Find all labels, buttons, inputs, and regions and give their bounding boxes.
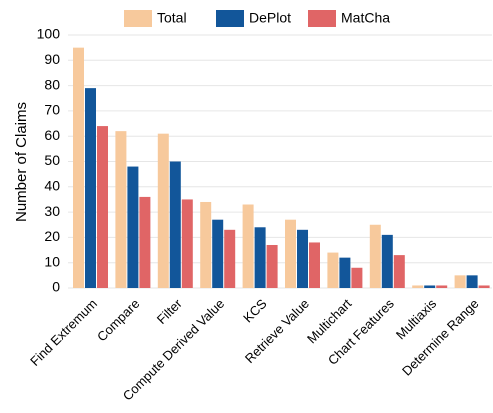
x-tick-label: Find Extremum (27, 296, 100, 369)
bar (85, 88, 96, 288)
bar (139, 196, 151, 288)
legend-label: DePlot (249, 10, 291, 26)
bar (393, 255, 405, 288)
y-tick-label: 20 (44, 228, 60, 244)
y-tick-label: 40 (44, 178, 60, 194)
bar (224, 229, 236, 288)
bar (309, 242, 320, 288)
bar (242, 204, 254, 288)
y-tick-label: 100 (37, 26, 61, 42)
bar (181, 199, 193, 288)
bar (254, 227, 266, 288)
y-tick-label: 70 (44, 102, 60, 118)
bar (200, 201, 212, 288)
bar (436, 285, 448, 288)
bar (157, 133, 169, 288)
y-tick-label: 0 (52, 279, 60, 295)
bar (369, 224, 381, 288)
bar (212, 219, 224, 288)
bar (381, 234, 393, 288)
bar (169, 161, 181, 288)
y-axis-label: Number of Claims (13, 102, 30, 222)
x-tick-label: KCS (240, 296, 270, 326)
bar (478, 285, 490, 288)
bar (97, 126, 108, 288)
y-tick-label: 30 (44, 203, 60, 219)
bar (339, 257, 351, 288)
y-tick-label: 10 (44, 253, 60, 269)
y-tick-label: 50 (44, 152, 60, 168)
legend-label: Total (157, 10, 187, 26)
legend-swatch (124, 10, 152, 27)
y-tick-label: 80 (44, 76, 60, 92)
bar (351, 267, 363, 288)
bar (454, 275, 466, 288)
bar (297, 229, 308, 288)
bar (424, 285, 436, 288)
bar (115, 131, 127, 288)
bar (466, 275, 478, 288)
x-tick-label: Determine Range (399, 296, 482, 379)
bar (327, 252, 339, 288)
y-tick-label: 60 (44, 127, 60, 143)
legend-swatch (216, 10, 244, 27)
legend-label: MatCha (341, 10, 390, 26)
x-tick-label: Filter (154, 295, 186, 327)
bar (266, 244, 278, 288)
bar (127, 166, 139, 288)
bar (412, 285, 424, 288)
bar (73, 47, 84, 289)
bar (285, 219, 296, 288)
y-tick-label: 90 (44, 51, 60, 67)
x-tick-label: Compare (94, 296, 142, 344)
legend-swatch (308, 10, 336, 27)
